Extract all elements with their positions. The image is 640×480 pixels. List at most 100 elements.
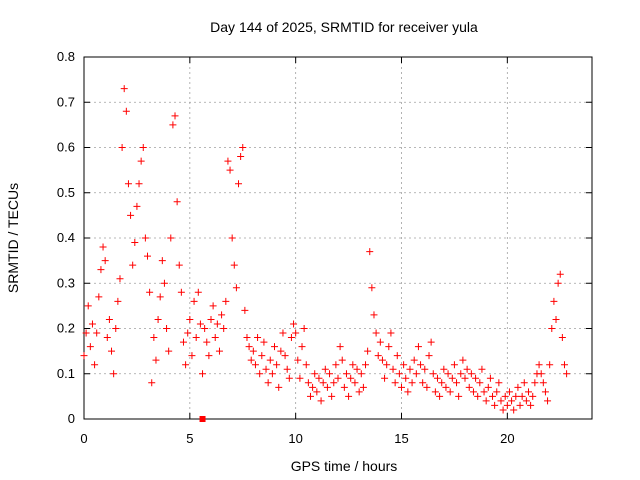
data-point — [105, 315, 113, 323]
data-point — [476, 379, 484, 387]
data-point — [463, 365, 471, 373]
data-point — [457, 370, 465, 378]
data-point — [391, 379, 399, 387]
data-point — [563, 370, 571, 378]
data-point — [188, 352, 196, 360]
data-point — [108, 347, 116, 355]
data-point — [484, 383, 492, 391]
data-point — [525, 388, 532, 396]
data-point — [313, 388, 321, 396]
data-point — [245, 343, 253, 351]
data-point — [364, 347, 372, 355]
data-point — [383, 361, 391, 369]
data-point — [450, 361, 458, 369]
data-point — [414, 343, 422, 351]
data-point — [315, 374, 323, 382]
data-point — [93, 329, 101, 337]
data-point — [271, 343, 278, 351]
data-point — [91, 361, 99, 369]
data-point — [230, 261, 238, 269]
data-point — [319, 379, 327, 387]
data-point — [298, 343, 306, 351]
y-tick-label: 0.3 — [57, 275, 75, 290]
data-point — [118, 144, 126, 151]
data-point — [262, 365, 270, 373]
data-point — [304, 379, 312, 387]
data-point — [474, 392, 482, 400]
y-tick-label: 0.7 — [57, 94, 75, 109]
data-point — [499, 406, 507, 414]
data-point — [220, 325, 228, 332]
data-point — [131, 239, 139, 247]
data-point — [266, 356, 274, 364]
data-point — [194, 288, 202, 296]
data-point — [146, 288, 154, 296]
data-point — [440, 365, 448, 373]
data-point — [368, 284, 376, 292]
data-point — [243, 334, 251, 342]
data-point — [478, 365, 486, 373]
data-point — [342, 370, 350, 378]
data-point — [321, 365, 329, 373]
data-point — [529, 392, 537, 400]
data-point — [218, 311, 226, 319]
data-point — [203, 338, 211, 346]
data-point — [537, 370, 545, 378]
data-point — [431, 388, 439, 396]
data-point — [539, 379, 547, 387]
data-point — [285, 374, 293, 382]
data-point — [387, 329, 395, 337]
data-point — [137, 157, 145, 165]
grid-layer — [84, 57, 592, 419]
data-point — [514, 383, 522, 391]
data-point — [410, 356, 418, 364]
data-point — [338, 356, 346, 364]
data-point — [345, 392, 353, 400]
data-point — [501, 392, 509, 400]
data-point — [290, 320, 298, 328]
data-point — [294, 356, 302, 364]
data-point — [355, 388, 363, 396]
data-point — [544, 397, 552, 405]
data-point — [546, 361, 554, 369]
data-point — [169, 121, 177, 129]
data-point — [139, 144, 147, 151]
data-point — [429, 370, 437, 378]
data-point — [95, 293, 103, 301]
data-point — [336, 343, 344, 351]
data-point — [482, 397, 490, 405]
tick-layer: 0 0.1 0.2 0.3 0.4 0.5 0.6 0.7 0.8 0 5 10 15 20 — [57, 49, 592, 446]
data-point — [461, 374, 469, 382]
data-point — [241, 306, 249, 314]
data-point — [207, 315, 215, 323]
data-point — [84, 302, 92, 310]
data-point — [510, 406, 518, 414]
y-tick-label: 0.1 — [57, 366, 75, 381]
data-point — [330, 379, 338, 387]
chart-title: Day 144 of 2025, SRMTID for receiver yul… — [210, 19, 478, 35]
data-point — [480, 388, 488, 396]
data-point — [300, 325, 308, 332]
x-tick-label: 5 — [186, 431, 193, 446]
data-point — [400, 361, 408, 369]
data-point — [254, 334, 262, 342]
data-point — [171, 112, 179, 120]
data-point — [560, 361, 568, 369]
data-point — [182, 361, 190, 369]
data-point — [323, 383, 331, 391]
data-point — [548, 325, 556, 332]
data-point — [99, 243, 107, 251]
data-point — [340, 383, 348, 391]
data-point — [302, 361, 310, 369]
data-point — [550, 297, 558, 305]
data-point — [374, 352, 382, 360]
x-tick-label: 10 — [288, 431, 302, 446]
data-point — [453, 379, 461, 387]
data-point — [196, 320, 204, 328]
data-point — [133, 202, 141, 210]
data-point — [268, 370, 276, 378]
data-point — [491, 401, 499, 409]
data-point — [306, 392, 314, 400]
data-point — [393, 352, 401, 360]
